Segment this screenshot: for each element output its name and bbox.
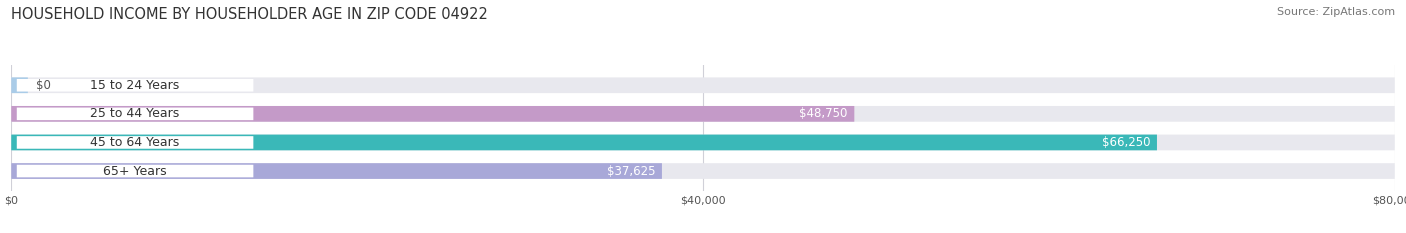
FancyBboxPatch shape [17,165,253,177]
FancyBboxPatch shape [11,106,855,122]
FancyBboxPatch shape [17,79,253,92]
Text: 45 to 64 Years: 45 to 64 Years [90,136,180,149]
FancyBboxPatch shape [11,77,28,93]
Text: $66,250: $66,250 [1101,136,1150,149]
Text: 15 to 24 Years: 15 to 24 Years [90,79,180,92]
FancyBboxPatch shape [11,135,1395,150]
FancyBboxPatch shape [11,163,1395,179]
Text: $37,625: $37,625 [606,164,655,178]
FancyBboxPatch shape [17,136,253,149]
Text: $48,750: $48,750 [799,107,848,120]
Text: HOUSEHOLD INCOME BY HOUSEHOLDER AGE IN ZIP CODE 04922: HOUSEHOLD INCOME BY HOUSEHOLDER AGE IN Z… [11,7,488,22]
FancyBboxPatch shape [17,108,253,120]
FancyBboxPatch shape [11,106,1395,122]
Text: $0: $0 [37,79,51,92]
FancyBboxPatch shape [11,163,662,179]
Text: Source: ZipAtlas.com: Source: ZipAtlas.com [1277,7,1395,17]
FancyBboxPatch shape [11,135,1157,150]
FancyBboxPatch shape [11,77,1395,93]
Text: 65+ Years: 65+ Years [103,164,167,178]
Text: 25 to 44 Years: 25 to 44 Years [90,107,180,120]
